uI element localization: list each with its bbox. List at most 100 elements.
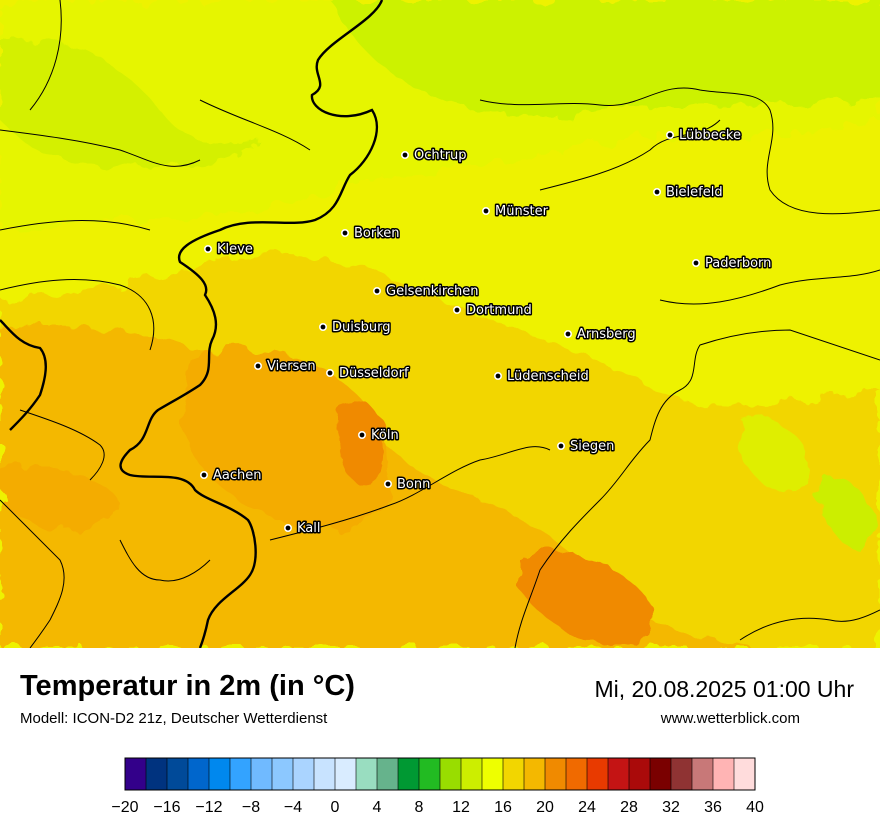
legend-color-cell — [545, 758, 567, 790]
city-lüdenscheid: Lüdenscheid — [493, 368, 590, 386]
forecast-datetime: Mi, 20.08.2025 01:00 Uhr — [594, 676, 854, 702]
city-dot — [665, 131, 674, 140]
legend-tick-label: 20 — [536, 799, 554, 816]
legend-tick-label: 28 — [620, 799, 638, 816]
city-label: Borken — [354, 226, 400, 241]
legend-color-cell — [419, 758, 441, 790]
city-dot — [340, 229, 349, 238]
city-duisburg: Duisburg — [318, 319, 392, 337]
city-bonn: Bonn — [383, 476, 432, 494]
city-viersen: Viersen — [254, 358, 317, 376]
city-dot — [481, 207, 490, 216]
legend-color-cell — [335, 758, 357, 790]
legend-color-cell — [167, 758, 189, 790]
city-bielefeld: Bielefeld — [652, 184, 724, 202]
city-lübbecke: Lübbecke — [665, 127, 742, 145]
legend-tick-label: 24 — [578, 799, 596, 816]
city-gelsenkirchen: Gelsenkirchen — [372, 283, 480, 301]
city-paderborn: Paderborn — [691, 255, 773, 273]
legend-color-cell — [608, 758, 630, 790]
legend-color-cell — [146, 758, 168, 790]
legend-color-cell — [188, 758, 210, 790]
legend-color-cell — [524, 758, 546, 790]
temperature-map: Lübbecke Ochtrup Bielefeld Münster Kleve Bork… — [0, 0, 880, 648]
legend-color-cell — [692, 758, 714, 790]
legend-tick-label: 36 — [704, 799, 722, 816]
city-siegen: Siegen — [556, 438, 616, 456]
city-dot — [283, 523, 292, 532]
legend-tick-label: 8 — [415, 799, 424, 816]
city-borken: Borken — [340, 225, 401, 243]
city-label: Dortmund — [466, 303, 532, 318]
legend-color-cell — [671, 758, 693, 790]
city-label: Aachen — [213, 468, 261, 483]
legend-tick-label: −20 — [111, 799, 138, 816]
city-label: Kleve — [217, 242, 253, 257]
legend-color-cell — [734, 758, 756, 790]
city-dot — [493, 371, 502, 380]
legend-color-cell — [272, 758, 294, 790]
legend-tick-label: 0 — [331, 799, 340, 816]
city-dot — [372, 286, 381, 295]
legend-color-cell — [314, 758, 336, 790]
legend-tick-label: 12 — [452, 799, 470, 816]
legend-color-cell — [713, 758, 735, 790]
city-dot — [452, 305, 461, 314]
legend-color-cell — [230, 758, 252, 790]
city-dot — [254, 361, 263, 370]
city-münster: Münster — [481, 203, 550, 221]
temperature-field — [0, 0, 880, 648]
legend-color-cell — [293, 758, 315, 790]
legend-tick-label: −12 — [195, 799, 222, 816]
legend-tick-label: −16 — [153, 799, 180, 816]
city-düsseldorf: Düsseldorf — [325, 365, 410, 383]
city-label: Gelsenkirchen — [386, 284, 479, 299]
legend-color-cell — [629, 758, 651, 790]
city-markers: Lübbecke Ochtrup Bielefeld Münster Kleve Bork… — [200, 127, 773, 538]
legend-color-cell — [356, 758, 378, 790]
city-label: Duisburg — [332, 320, 391, 335]
city-label: Kall — [297, 521, 321, 536]
model-subtitle: Modell: ICON-D2 21z, Deutscher Wetterdie… — [20, 710, 328, 727]
city-dot — [383, 479, 392, 488]
city-kleve: Kleve — [204, 241, 254, 259]
city-label: Paderborn — [705, 256, 771, 271]
legend-color-cell — [566, 758, 588, 790]
city-label: Arnsberg — [577, 327, 636, 342]
city-label: Viersen — [267, 359, 316, 374]
city-dot — [357, 430, 366, 439]
city-label: Siegen — [570, 439, 614, 454]
legend-tick-label: 16 — [494, 799, 512, 816]
city-dot — [652, 188, 661, 197]
city-dot — [691, 258, 700, 267]
city-label: Ochtrup — [414, 148, 467, 163]
legend-color-cell — [440, 758, 462, 790]
city-dot — [563, 329, 572, 338]
legend-color-cell — [125, 758, 147, 790]
city-dot — [556, 441, 565, 450]
legend-color-cell — [482, 758, 504, 790]
city-dot — [200, 470, 209, 479]
city-label: Lüdenscheid — [507, 369, 589, 384]
legend-color-cell — [461, 758, 483, 790]
website-link[interactable]: www.wetterblick.com — [660, 710, 800, 727]
legend-color-cell — [377, 758, 399, 790]
city-label: Düsseldorf — [339, 366, 409, 381]
legend-color-cell — [587, 758, 609, 790]
city-aachen: Aachen — [200, 467, 263, 485]
city-label: Lübbecke — [679, 128, 741, 143]
city-label: Köln — [371, 428, 399, 443]
city-dot — [318, 322, 327, 331]
legend-tick-label: 4 — [373, 799, 382, 816]
city-kall: Kall — [283, 520, 322, 538]
legend-color-cell — [251, 758, 273, 790]
legend-color-cell — [503, 758, 525, 790]
border-lines — [0, 0, 880, 648]
city-dot — [204, 245, 213, 254]
legend-tick-label: −8 — [242, 799, 260, 816]
city-ochtrup: Ochtrup — [400, 147, 468, 165]
legend-color-cell — [650, 758, 672, 790]
legend-tick-label: −4 — [284, 799, 302, 816]
city-dot — [325, 368, 334, 377]
city-label: Bonn — [397, 477, 430, 492]
